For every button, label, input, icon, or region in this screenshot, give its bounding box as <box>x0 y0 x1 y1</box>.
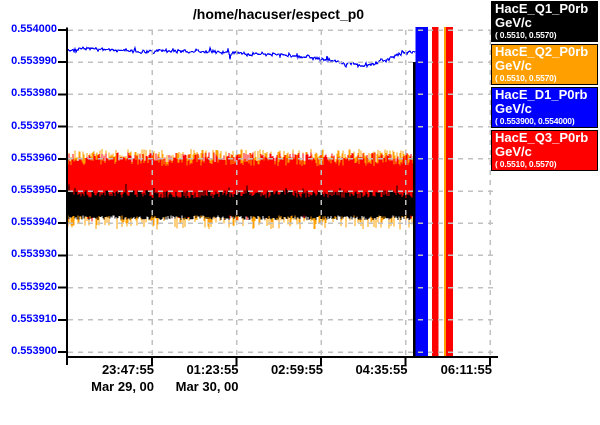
y-tick-label: 0.553950 <box>11 184 57 196</box>
legend-series-name: HacE_Q1_P0rb <box>495 1 589 16</box>
legend-series-name: HacE_Q3_P0rb <box>495 130 589 145</box>
x-tick-label: 02:59:55 <box>270 362 323 377</box>
legend-series-unit: GeV/c <box>495 15 532 30</box>
y-tick-label: 0.553980 <box>11 87 57 100</box>
y-tick-label: 0.553910 <box>11 312 57 325</box>
legend-entry-hace-q3-p0rb[interactable]: HacE_Q3_P0rb GeV/c ( 0.5510, 0.5570) <box>491 130 598 171</box>
x-date-label: Mar 29, 00 <box>91 379 154 394</box>
x-tick-label: 01:23:55 <box>186 362 239 377</box>
legend-series-range: ( 0.5510, 0.5570) <box>495 30 557 40</box>
legend-entry-hace-q1-p0rb[interactable]: HacE_Q1_P0rb GeV/c ( 0.5510, 0.5570) <box>491 1 598 42</box>
legend-entry-hace-q2-p0rb[interactable]: HacE_Q2_P0rb GeV/c ( 0.5510, 0.5570) <box>491 44 598 85</box>
y-tick-label: 0.553920 <box>11 280 57 293</box>
legend-series-range: ( 0.5510, 0.5570) <box>495 159 557 169</box>
x-tick-label: 23:47:55 <box>101 362 154 377</box>
legend-series-name: HacE_Q2_P0rb <box>495 44 589 59</box>
legend: HacE_Q1_P0rb GeV/c ( 0.5510, 0.5570) Hac… <box>491 1 598 173</box>
legend-series-unit: GeV/c <box>495 144 532 159</box>
x-tick-label: 06:11:55 <box>440 362 492 377</box>
legend-entry-hace-d1-p0rb[interactable]: HacE_D1_P0rb GeV/c ( 0.553900, 0.554000) <box>491 87 598 128</box>
y-tick-label: 0.553990 <box>11 55 57 68</box>
y-tick-label: 0.553900 <box>11 345 57 357</box>
y-tick-label: 0.553970 <box>11 119 57 132</box>
x-tick-label: 04:35:55 <box>355 362 408 377</box>
y-tick-label: 0.554000 <box>11 23 57 35</box>
y-tick-label: 0.553930 <box>11 248 57 261</box>
legend-series-range: ( 0.553900, 0.554000) <box>495 116 575 126</box>
y-tick-label: 0.553940 <box>11 216 57 229</box>
legend-series-unit: GeV/c <box>495 101 532 116</box>
y-tick-label: 0.553960 <box>11 151 57 164</box>
chart-title: /home/hacuser/espect_p0 <box>192 6 365 22</box>
legend-series-range: ( 0.5510, 0.5570) <box>495 73 557 83</box>
legend-series-name: HacE_D1_P0rb <box>495 87 588 102</box>
legend-series-unit: GeV/c <box>495 58 532 73</box>
x-date-label: Mar 30, 00 <box>175 379 239 394</box>
